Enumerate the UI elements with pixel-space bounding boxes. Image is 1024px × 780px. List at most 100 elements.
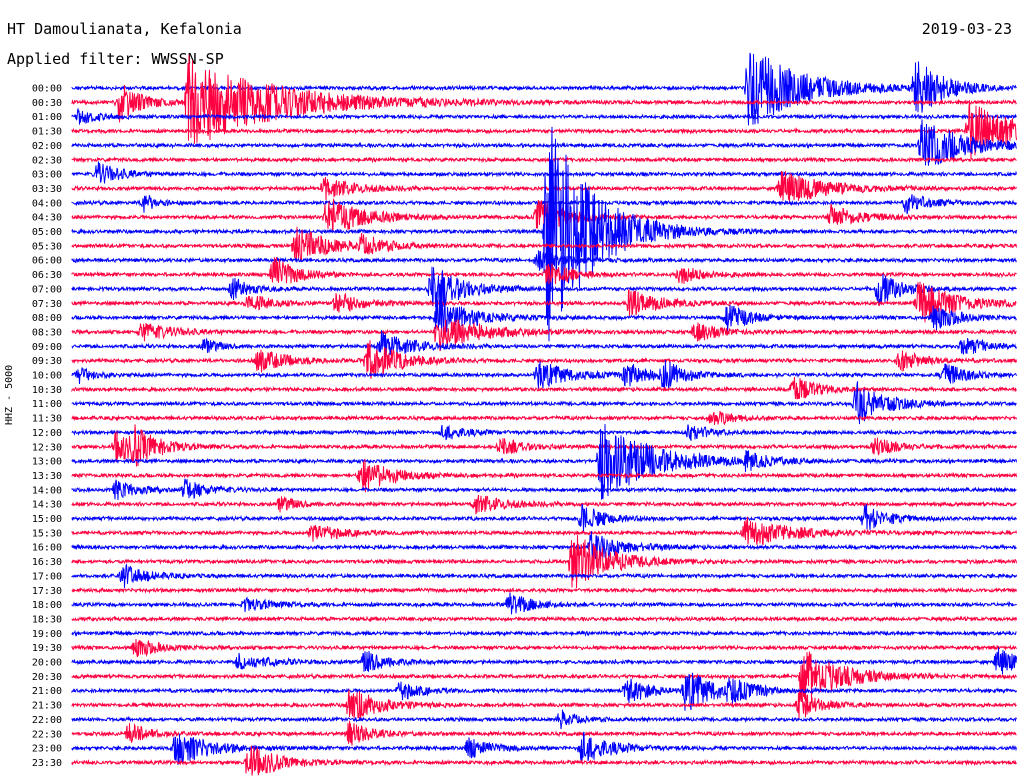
trace-line [71, 360, 1017, 390]
row-label: 20:00 [32, 658, 62, 669]
row-label: 07:00 [32, 284, 62, 295]
row-label: 17:30 [32, 586, 62, 597]
trace-line [71, 424, 1017, 441]
row-label: 00:00 [32, 84, 62, 95]
trace-line [71, 266, 1017, 309]
trace-line [71, 376, 1017, 400]
trace-line [71, 424, 1017, 467]
row-label: 22:00 [32, 715, 62, 726]
trace-line [71, 672, 1017, 711]
trace-line [71, 410, 1017, 426]
row-label: 02:30 [32, 155, 62, 166]
row-label: 20:30 [32, 672, 62, 683]
row-label: 13:00 [32, 457, 62, 468]
row-label: 14:00 [32, 485, 62, 496]
row-label: 06:00 [32, 256, 62, 267]
trace-line [71, 100, 1017, 160]
trace-line [71, 155, 1017, 164]
trace-line [71, 564, 1017, 588]
row-label: 03:30 [32, 184, 62, 195]
trace-line [71, 281, 1017, 323]
row-label: 04:30 [32, 213, 62, 224]
row-label: 01:00 [32, 112, 62, 123]
row-label: 00:30 [32, 98, 62, 109]
trace-line [71, 651, 1017, 702]
trace-line [71, 647, 1017, 675]
trace-line [71, 689, 1017, 720]
trace-line [71, 330, 1017, 361]
trace-line [71, 161, 1017, 184]
row-label: 05:30 [32, 241, 62, 252]
trace-line [71, 731, 1017, 765]
trace-line [71, 745, 1017, 776]
row-label: 21:00 [32, 686, 62, 697]
row-label: 14:30 [32, 500, 62, 511]
row-label: 12:30 [32, 442, 62, 453]
trace-line [71, 108, 1017, 125]
row-label: 07:30 [32, 299, 62, 310]
row-label: 06:30 [32, 270, 62, 281]
row-label: 01:30 [32, 127, 62, 138]
trace-line [71, 592, 1017, 615]
trace-line [71, 54, 1017, 144]
trace-line [71, 170, 1017, 205]
row-labels: 00:00 00:30 01:00 01:30 02:00 02:30 03:00 03:30… [32, 84, 62, 769]
row-label: 18:00 [32, 600, 62, 611]
trace-line [71, 119, 1017, 166]
trace-line [71, 226, 1017, 262]
trace-line [71, 381, 1017, 425]
trace-line [71, 720, 1017, 746]
row-label: 22:30 [32, 729, 62, 740]
row-label: 09:30 [32, 356, 62, 367]
trace-line [71, 629, 1017, 637]
row-label: 04:00 [32, 198, 62, 209]
trace-line [71, 639, 1017, 658]
row-label: 08:00 [32, 313, 62, 324]
trace-line [71, 424, 1017, 500]
row-label: 17:00 [32, 571, 62, 582]
date-label: 2019-03-23 [921, 20, 1012, 38]
trace-line [71, 126, 1017, 342]
trace-line [71, 535, 1017, 589]
row-label: 15:00 [32, 514, 62, 525]
row-label: 18:30 [32, 614, 62, 625]
trace-line [71, 516, 1017, 546]
trace-line [71, 709, 1017, 730]
row-label: 16:00 [32, 543, 62, 554]
row-label: 21:30 [32, 701, 62, 712]
row-label: 19:00 [32, 629, 62, 640]
trace-line [71, 458, 1017, 493]
trace-line [71, 299, 1017, 335]
row-label: 10:00 [32, 371, 62, 382]
traces [71, 52, 1017, 776]
trace-line [71, 503, 1017, 533]
row-label: 13:30 [32, 471, 62, 482]
trace-line [71, 250, 1017, 271]
trace-line [71, 494, 1017, 515]
trace-line [71, 52, 1017, 126]
trace-line [71, 319, 1017, 352]
row-label: 02:00 [32, 141, 62, 152]
row-label: 11:00 [32, 399, 62, 410]
trace-line [71, 615, 1017, 623]
trace-line [71, 531, 1017, 564]
station-title: HT Damoulianata, Kefalonia [7, 20, 242, 38]
row-label: 23:30 [32, 758, 62, 769]
row-label: 09:00 [32, 342, 62, 353]
row-label: 11:30 [32, 414, 62, 425]
row-label: 23:00 [32, 744, 62, 755]
filter-label: Applied filter: WWSSN-SP [7, 50, 224, 68]
row-label: 12:00 [32, 428, 62, 439]
row-label: 10:30 [32, 385, 62, 396]
row-label: 15:30 [32, 528, 62, 539]
trace-line [71, 257, 1017, 285]
row-label: 16:30 [32, 557, 62, 568]
trace-line [71, 478, 1017, 501]
row-label: 08:30 [32, 327, 62, 338]
trace-line [71, 586, 1017, 595]
row-label: 19:30 [32, 643, 62, 654]
trace-line [71, 340, 1017, 379]
row-label: 03:00 [32, 170, 62, 181]
row-label: 05:00 [32, 227, 62, 238]
